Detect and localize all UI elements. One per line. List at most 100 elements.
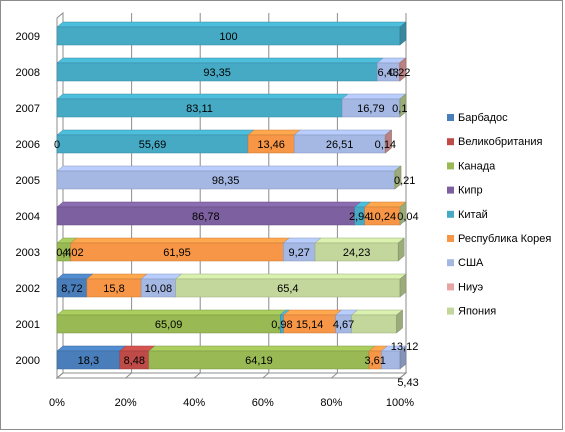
- bar-segment: [351, 314, 397, 334]
- data-label: 10,08: [145, 283, 173, 295]
- bar-segment-top: [282, 237, 322, 244]
- legend-swatch: [447, 186, 454, 194]
- data-label: 16,79: [357, 103, 385, 115]
- data-label: 0: [54, 139, 60, 151]
- bar-end-cap: [399, 57, 407, 82]
- bar-segment-top: [247, 129, 301, 136]
- data-label: 9,27: [288, 247, 309, 259]
- x-tick-label: 0%: [49, 397, 65, 409]
- bar-end-cap: [399, 345, 407, 370]
- legend: Барбадос Великобритания Канада Кипр Китай Рес…: [447, 112, 551, 318]
- data-label: 0,14: [375, 139, 396, 151]
- legend-label: Республика Корея: [458, 233, 551, 245]
- legend-swatch: [447, 210, 454, 218]
- floor-tick-0: [56, 372, 64, 379]
- data-label: 55,69: [139, 139, 167, 151]
- bar-end-cap: [396, 309, 403, 334]
- bar-segment-top: [314, 237, 405, 244]
- data-label: 93,35: [203, 67, 231, 79]
- axes: 0% 20% 40% 60% 80% 100% 2000 2001 2002 2003 2004 20…: [16, 31, 415, 409]
- bar-segment-top: [56, 165, 402, 172]
- floor-tick-2: [193, 372, 201, 379]
- legend-swatch: [447, 114, 454, 121]
- data-label: 13,46: [257, 139, 285, 151]
- floor-tick-3: [262, 372, 270, 379]
- legend-swatch: [447, 235, 454, 242]
- bar-segment-top: [350, 309, 404, 316]
- bar-segment-top: [140, 273, 183, 280]
- legend-swatch: [447, 307, 454, 315]
- x-tick-label: 80%: [320, 397, 342, 409]
- y-tick-label: 2000: [16, 355, 40, 367]
- data-label: 65,09: [155, 319, 183, 331]
- y-tick-label: 2009: [16, 31, 40, 43]
- data-label: 83,11: [186, 103, 213, 115]
- data-label: 15,8: [103, 283, 124, 295]
- data-label: 24,23: [343, 247, 371, 259]
- legend-swatch: [447, 259, 454, 267]
- bar-segment-top: [56, 93, 349, 100]
- data-label: 64,19: [245, 355, 273, 367]
- floor-tick-4: [331, 372, 338, 379]
- bar-end-cap: [394, 165, 402, 190]
- legend-swatch: [447, 283, 454, 291]
- bar-end-cap: [399, 21, 407, 46]
- x-tick-label: 40%: [183, 397, 205, 409]
- data-label: 3,61: [365, 355, 386, 367]
- data-label: 26,51: [326, 139, 354, 151]
- bar-segment-top: [56, 57, 384, 64]
- data-label: 100: [219, 31, 237, 43]
- bar-end-cap: [399, 93, 407, 118]
- bar-end-cap: [385, 129, 392, 154]
- data-label: 0,1: [392, 103, 407, 115]
- data-label: 6,43: [378, 67, 399, 79]
- data-label: 10,24: [369, 211, 397, 223]
- legend-swatch: [447, 138, 454, 146]
- x-tick-label: 100%: [386, 397, 414, 409]
- bar-segment-top: [282, 309, 343, 316]
- y-tick-label: 2003: [16, 247, 40, 259]
- bar-segment-top: [148, 345, 376, 352]
- y-tick-label: 2006: [16, 139, 40, 151]
- bar-end-cap: [399, 273, 407, 298]
- data-label: 13,12: [391, 341, 419, 353]
- legend-label: США: [458, 257, 484, 269]
- data-label: 0,4: [56, 247, 71, 259]
- bar-segment-top: [56, 129, 255, 136]
- data-label: 8,48: [124, 355, 145, 367]
- y-tick-label: 2008: [16, 67, 40, 79]
- data-label: 0,21: [394, 175, 415, 187]
- floor: [55, 372, 408, 379]
- y-tick-label: 2002: [16, 283, 40, 295]
- data-label: 61,95: [163, 247, 191, 259]
- legend-label: Ниуэ: [458, 281, 483, 293]
- data-labels: 18,3 8,48 64,19 3,61 5,43 0,98 65,09 15,14 4,67 1…: [54, 31, 419, 389]
- data-label: 18,3: [78, 355, 99, 367]
- bar-segment-top: [56, 309, 287, 316]
- data-label: 4,67: [333, 319, 354, 331]
- y-tick-label: 2007: [16, 103, 40, 115]
- y-tick-label: 2005: [16, 175, 40, 187]
- legend-label: Япония: [458, 306, 496, 318]
- legend-label: Кипр: [458, 185, 483, 197]
- data-label: 8,72: [61, 283, 82, 295]
- bar-segment-top: [56, 201, 362, 208]
- data-label: 98,35: [212, 175, 240, 187]
- bar-segment-top: [364, 201, 407, 208]
- bar-end-cap: [399, 201, 407, 226]
- bar-segment-top: [86, 273, 148, 280]
- data-label: 0,98: [271, 319, 292, 331]
- data-label: 2,94: [349, 211, 370, 223]
- bar-segment-top: [56, 21, 407, 28]
- legend-label: Великобритания: [458, 136, 543, 148]
- x-tick-label: 60%: [252, 397, 274, 409]
- legend-label: Барбадос: [458, 112, 508, 124]
- bar-segment-top: [56, 345, 127, 352]
- data-label: 4,02: [62, 247, 83, 259]
- y-tick-label: 2001: [16, 319, 40, 331]
- bar-segment-top: [70, 237, 290, 244]
- data-label: 0,22: [389, 67, 410, 79]
- legend-swatch: [447, 162, 454, 170]
- legend-label: Канада: [458, 160, 496, 172]
- bar-segment-top: [174, 273, 407, 280]
